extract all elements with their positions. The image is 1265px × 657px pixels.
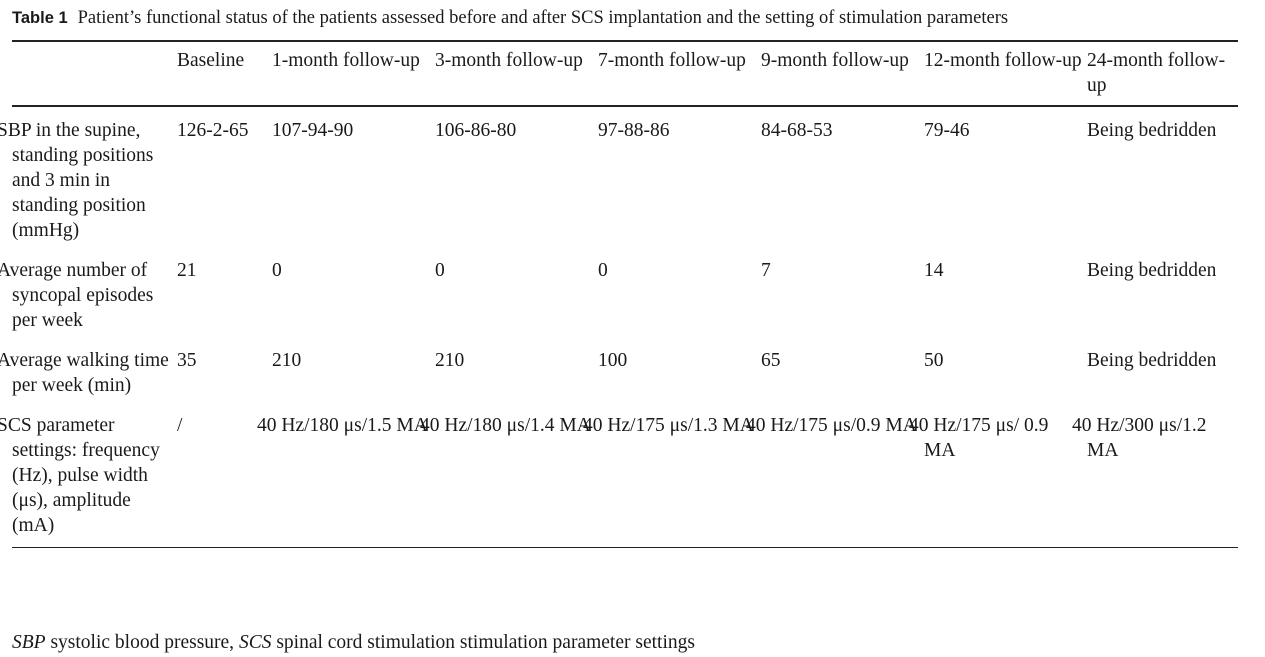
table-cell: 35 [177, 350, 197, 371]
footnote-def-sbp: systolic blood pressure, [45, 632, 239, 653]
header-row: Baseline 1-month follow-up 3-month follo… [12, 41, 1238, 106]
footnote-abbr-scs: SCS [238, 632, 272, 653]
footnote-def-scs: spinal cord stimulation stimulation para… [271, 632, 695, 653]
row-label-scs-parameters: SCS parameter settings: frequency (Hz), … [0, 415, 160, 536]
table-cell: 100 [598, 350, 628, 371]
table-cell: 40 Hz/180 μs/1.4 MA [420, 415, 591, 436]
row-label-sbp: SBP in the supine, standing positions an… [0, 120, 154, 241]
table-cell: 210 [435, 350, 465, 371]
table-cell: Being bedridden [1087, 350, 1217, 371]
functional-status-table: Baseline 1-month follow-up 3-month follo… [0, 40, 1238, 548]
table-cell: 79-46 [924, 120, 970, 141]
table-row: SBP in the supine, standing positions an… [0, 106, 1238, 247]
table-cell: 40 Hz/175 μs/1.3 MA [583, 415, 754, 436]
table-row: Average walking time per week (min) 35 2… [0, 337, 1238, 402]
footnote-abbr-sbp: SBP [12, 632, 46, 653]
table-cell: 97-88-86 [598, 120, 670, 141]
table-caption: Table 1 Patient’s functional status of th… [12, 6, 1008, 30]
table-cell: 40 Hz/175 μs/ 0.9 MA [909, 415, 1049, 461]
table-cell: 126-2-65 [177, 120, 249, 141]
table-cell: 21 [177, 260, 197, 281]
table-cell: 106-86-80 [435, 120, 517, 141]
table-header: Baseline 1-month follow-up 3-month follo… [12, 41, 1238, 106]
table-cell: 7 [761, 260, 771, 281]
table-cell: 40 Hz/300 μs/1.2 MA [1072, 415, 1207, 461]
table-cell: 107-94-90 [272, 120, 354, 141]
table-cell: 210 [272, 350, 302, 371]
table-cell: 40 Hz/175 μs/0.9 MA [746, 415, 917, 436]
header-cell-1-month: 1-month follow-up [272, 50, 420, 71]
table-cell: / [177, 415, 183, 436]
table-row: Average number of syncopal episodes per … [0, 247, 1238, 337]
table-row: SCS parameter settings: frequency (Hz), … [0, 402, 1238, 548]
header-cell-baseline: Baseline [177, 50, 245, 71]
table-title: Patient’s functional status of the patie… [77, 8, 1009, 28]
header-cell-12-month: 12-month follow-up [924, 50, 1082, 71]
table-cell: 65 [761, 350, 781, 371]
table-cell: 0 [272, 260, 282, 281]
table-cell: 50 [924, 350, 944, 371]
table-cell: Being bedridden [1087, 260, 1217, 281]
table-number: Table 1 [12, 9, 68, 27]
table-cell: 0 [598, 260, 608, 281]
row-label-walking-time: Average walking time per week (min) [0, 350, 169, 396]
row-label-syncopal-episodes: Average number of syncopal episodes per … [0, 260, 154, 331]
header-cell-empty [12, 41, 177, 106]
table-cell: 0 [435, 260, 445, 281]
table-footnote: SBP systolic blood pressure, SCS spinal … [12, 630, 695, 655]
table-cell: Being bedridden [1087, 120, 1217, 141]
table-cell: 84-68-53 [761, 120, 833, 141]
table-cell: 14 [924, 260, 944, 281]
header-cell-7-month: 7-month follow-up [598, 50, 746, 71]
header-cell-9-month: 9-month follow-up [761, 50, 909, 71]
table-body: SBP in the supine, standing positions an… [0, 106, 1238, 548]
header-cell-3-month: 3-month follow-up [435, 50, 583, 71]
table-cell: 40 Hz/180 μs/1.5 MA [257, 415, 428, 436]
header-cell-24-month: 24-month follow-up [1087, 50, 1226, 96]
